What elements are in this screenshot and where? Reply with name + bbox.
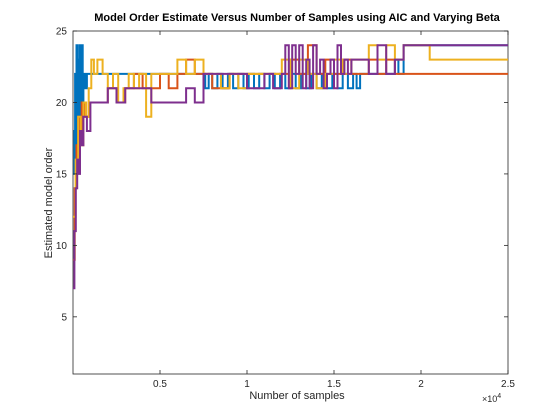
y-tick-label: 5 [61,312,67,323]
y-axis-label: Estimated model order [43,147,55,258]
x-axis-label: Number of samples [249,390,345,402]
x-tick-label: 2 [418,379,424,390]
series-line-4 [73,44,508,290]
x-tick-label: 2.5 [501,379,515,390]
y-tick-label: 20 [56,98,68,109]
series-layer [73,44,508,290]
x-axis-multiplier-base: ×10 [482,394,497,404]
tick-layer: 0.5 1 1.5 2 2.5 5 10 15 20 25 [56,27,516,391]
x-axis-multiplier-exponent: 4 [497,393,501,400]
y-tick-label: 10 [56,241,68,252]
y-tick-label: 15 [56,169,68,180]
x-tick-label: 1 [244,379,250,390]
x-axis-multiplier: ×104 [482,393,501,404]
chart-title: Model Order Estimate Versus Number of Sa… [94,12,500,24]
x-tick-label: 0.5 [153,379,167,390]
y-tick-label: 25 [56,27,68,38]
x-tick-label: 1.5 [327,379,341,390]
